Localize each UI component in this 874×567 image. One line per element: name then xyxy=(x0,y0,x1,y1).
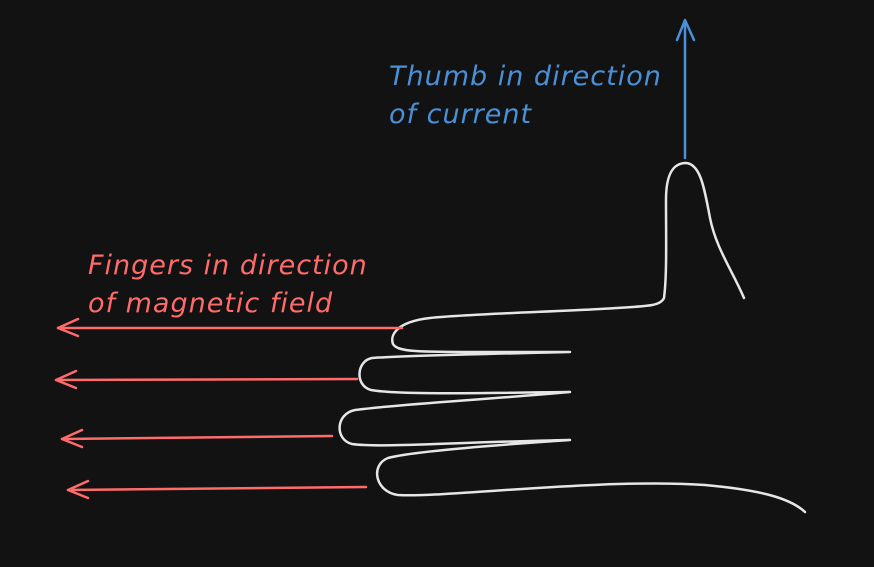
hand-outline xyxy=(338,161,807,514)
field-arrow-3-shaft xyxy=(60,434,334,441)
field-arrow-2-shaft xyxy=(54,377,359,382)
fingers-label-line-1: Fingers in direction xyxy=(88,250,368,281)
field-arrow-3-head xyxy=(60,428,84,449)
thumb-label-line-2: of current xyxy=(389,99,533,130)
current-arrow-head xyxy=(675,18,696,42)
thumb-current-label: Thumb in direction of current xyxy=(389,58,662,134)
field-arrow-4-head xyxy=(66,479,90,500)
field-arrow-4-shaft xyxy=(66,485,368,492)
field-arrow-1-head xyxy=(56,317,80,338)
field-arrow-2-head xyxy=(54,369,78,390)
fingers-field-label: Fingers in direction of magnetic field xyxy=(88,247,368,323)
fingers-label-line-2: of magnetic field xyxy=(88,288,334,319)
thumb-label-line-1: Thumb in direction xyxy=(389,61,662,92)
